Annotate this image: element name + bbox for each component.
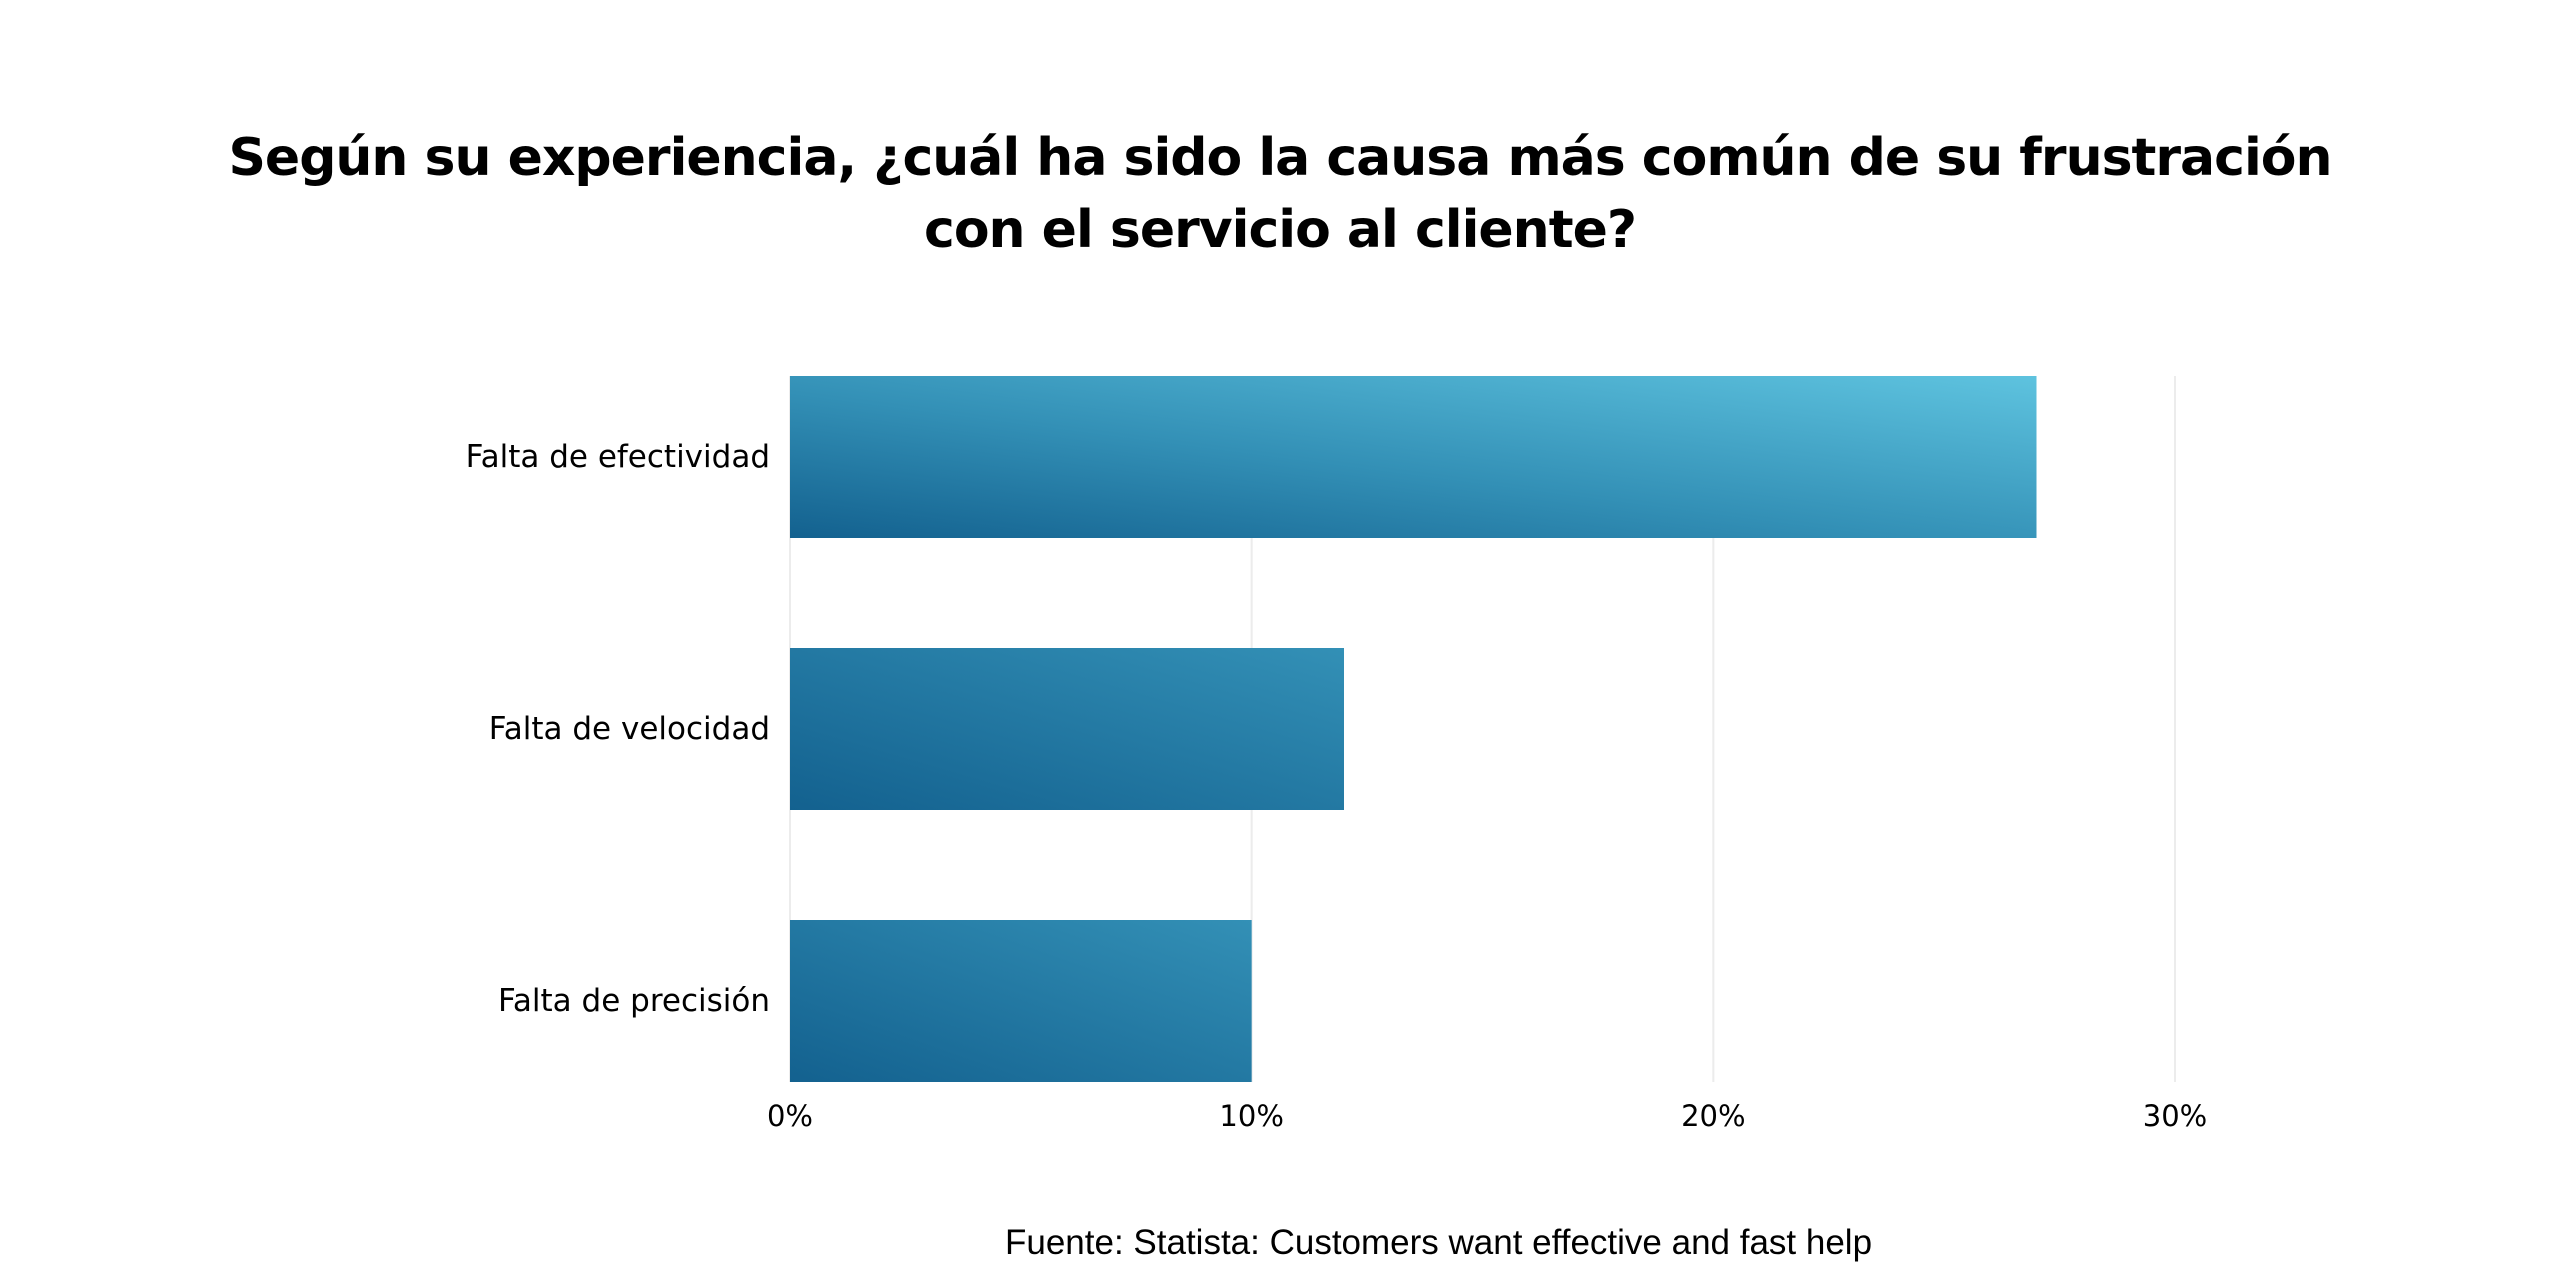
category-label: Falta de velocidad (489, 711, 770, 747)
x-tick-label: 20% (1681, 1099, 1745, 1133)
x-tick-label: 10% (1219, 1099, 1283, 1133)
bar (790, 648, 1344, 810)
chart-title: Según su experiencia, ¿cuál ha sido la c… (228, 128, 2332, 260)
bar (790, 376, 2037, 538)
category-label: Falta de efectividad (466, 439, 770, 475)
x-tick-label: 30% (2143, 1099, 2207, 1133)
category-label: Falta de precisión (498, 983, 770, 1019)
x-tick-label: 0% (767, 1099, 813, 1133)
bar (790, 920, 1252, 1082)
x-axis-ticks: 0% 10% 20% 30% (767, 1099, 2207, 1133)
category-labels: Falta de efectividad Falta de velocidad Fa… (466, 439, 770, 1019)
bars (790, 376, 2037, 1082)
